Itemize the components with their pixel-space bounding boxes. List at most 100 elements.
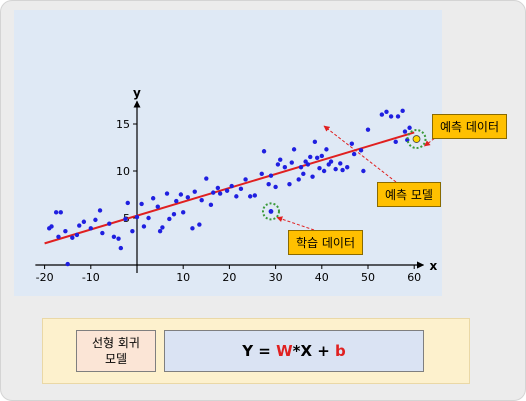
data-point bbox=[199, 197, 204, 203]
x-tick-label: -10 bbox=[82, 271, 100, 284]
data-point bbox=[58, 210, 63, 215]
data-point bbox=[407, 125, 412, 130]
data-point bbox=[305, 162, 311, 167]
data-point bbox=[247, 194, 253, 199]
data-point bbox=[312, 139, 318, 145]
y-tick-label: 15 bbox=[116, 118, 130, 131]
data-point bbox=[77, 223, 82, 228]
y-axis-label: y bbox=[133, 86, 141, 100]
data-point bbox=[211, 190, 216, 195]
data-point bbox=[107, 221, 112, 226]
data-point bbox=[178, 192, 184, 197]
prediction-model-label: 예측 모델 bbox=[377, 182, 441, 207]
data-point bbox=[338, 161, 343, 166]
x-axis-label: x bbox=[429, 259, 437, 273]
data-point bbox=[324, 147, 329, 152]
data-point bbox=[229, 183, 234, 189]
data-point bbox=[93, 217, 98, 223]
data-point bbox=[282, 165, 288, 170]
data-point bbox=[273, 184, 278, 190]
formula-middle: *X + bbox=[292, 342, 336, 360]
formula-box: Y = W *X + b bbox=[164, 330, 424, 372]
data-point bbox=[393, 139, 398, 145]
data-point bbox=[287, 181, 292, 187]
data-point bbox=[208, 202, 214, 208]
model-name-box: 선형 회귀 모델 bbox=[76, 330, 156, 372]
scatter-chart: xy-20-1010203040506051015 bbox=[35, 86, 442, 284]
data-point bbox=[268, 173, 274, 178]
training-data-arrow bbox=[276, 216, 315, 231]
data-point bbox=[349, 141, 355, 146]
data-point bbox=[259, 171, 264, 177]
data-point bbox=[215, 185, 221, 191]
data-point bbox=[298, 165, 304, 170]
data-point bbox=[157, 228, 163, 234]
data-point bbox=[118, 245, 124, 251]
data-point bbox=[400, 108, 405, 114]
formula-weight: W bbox=[276, 342, 293, 360]
data-point bbox=[361, 168, 366, 174]
data-point bbox=[291, 147, 297, 152]
x-tick-label: 10 bbox=[176, 271, 190, 284]
x-tick-label: 30 bbox=[269, 271, 283, 284]
data-point bbox=[402, 129, 408, 134]
data-point bbox=[275, 162, 281, 167]
data-point bbox=[278, 157, 283, 162]
data-point bbox=[238, 186, 244, 192]
data-point bbox=[388, 114, 394, 119]
prediction-model-arrow bbox=[323, 125, 397, 183]
data-point bbox=[160, 225, 165, 230]
data-point bbox=[65, 261, 70, 267]
data-point bbox=[319, 153, 324, 159]
data-point bbox=[314, 155, 320, 161]
data-point bbox=[217, 191, 223, 196]
highlight-ring-prediction bbox=[406, 129, 427, 150]
data-point bbox=[185, 195, 191, 200]
data-point bbox=[328, 159, 334, 164]
data-point bbox=[333, 166, 338, 172]
data-point bbox=[97, 208, 103, 213]
data-point bbox=[74, 232, 80, 238]
prediction-data-label: 예측 데이터 bbox=[432, 114, 508, 139]
data-point bbox=[130, 228, 135, 234]
data-point bbox=[164, 191, 170, 196]
data-point bbox=[296, 177, 301, 182]
data-point bbox=[181, 210, 186, 215]
data-point bbox=[171, 212, 177, 217]
data-point bbox=[49, 224, 54, 229]
data-point bbox=[63, 228, 68, 234]
data-point bbox=[365, 127, 371, 132]
data-point bbox=[150, 196, 156, 201]
data-point bbox=[340, 167, 345, 173]
data-point bbox=[141, 224, 147, 229]
data-point bbox=[197, 222, 202, 227]
x-tick-label: 40 bbox=[315, 271, 329, 284]
data-point bbox=[266, 181, 271, 187]
regression-line bbox=[44, 131, 415, 245]
prediction-point bbox=[412, 135, 421, 143]
data-point bbox=[289, 160, 294, 165]
data-point bbox=[192, 189, 197, 194]
data-point bbox=[146, 215, 151, 221]
data-point bbox=[167, 216, 172, 222]
data-point bbox=[261, 149, 267, 154]
data-point bbox=[155, 204, 160, 209]
x-tick-label: 20 bbox=[222, 271, 236, 284]
plot-panel: xy-20-1010203040506051015 bbox=[14, 10, 442, 296]
data-point bbox=[358, 148, 364, 153]
highlight-ring-training bbox=[261, 202, 280, 221]
data-point bbox=[252, 193, 258, 198]
data-point bbox=[224, 188, 230, 193]
data-point bbox=[174, 198, 179, 204]
data-point bbox=[310, 174, 315, 179]
data-point bbox=[345, 165, 350, 170]
x-tick-label: -20 bbox=[36, 271, 54, 284]
data-point bbox=[243, 177, 248, 182]
data-point bbox=[70, 235, 75, 240]
y-tick-label: 10 bbox=[116, 165, 130, 178]
x-tick-label: 60 bbox=[407, 271, 421, 284]
training-data-label: 학습 데이터 bbox=[288, 230, 364, 255]
data-point bbox=[234, 194, 239, 199]
data-point bbox=[190, 226, 195, 231]
data-point bbox=[125, 200, 130, 206]
